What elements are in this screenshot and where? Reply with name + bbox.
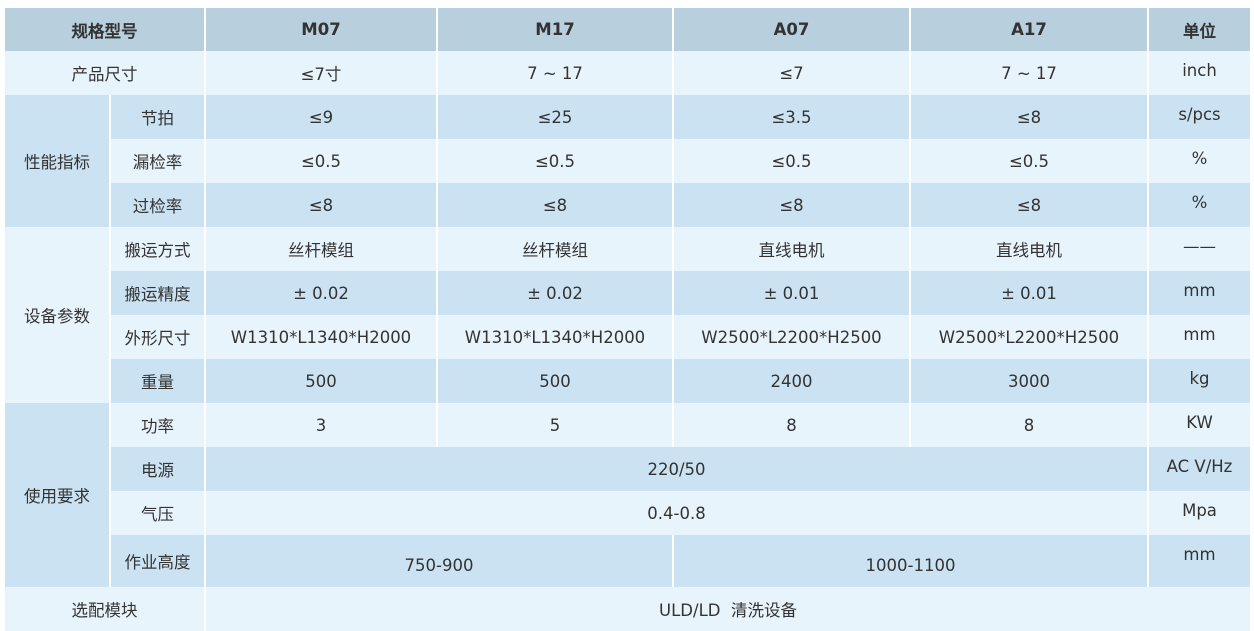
cell: ULD/LD 清洗设备 bbox=[659, 601, 797, 620]
table-row: 作业高度 750-900 1000-1100 mm bbox=[5, 535, 1250, 587]
cell: 丝杆模组 bbox=[205, 227, 438, 271]
cell: 丝杆模组 bbox=[437, 227, 674, 271]
cell: 500 bbox=[205, 359, 438, 403]
row-label: 电源 bbox=[110, 447, 206, 491]
cell: 8 bbox=[910, 403, 1149, 447]
cell: ≤25 bbox=[437, 95, 674, 139]
cell: 220/50 bbox=[205, 447, 1149, 491]
unit-cell: mm bbox=[1183, 281, 1216, 300]
table-row: 过检率 ≤8 ≤8 ≤8 ≤8 % bbox=[5, 183, 1250, 227]
unit-cell: Mpa bbox=[1182, 501, 1217, 520]
table-row: 产品尺寸 ≤7寸 7 ~ 17 ≤7 7 ~ 17 inch bbox=[5, 51, 1250, 95]
table-row: 设备参数 搬运方式 丝杆模组 丝杆模组 直线电机 直线电机 —— bbox=[5, 227, 1250, 403]
table-row: 气压 0.4-0.8 Mpa bbox=[5, 491, 1250, 535]
table-row: 性能指标 节拍 ≤9 ≤25 ≤3.5 ≤8 s/pcs bbox=[5, 95, 1250, 227]
header-unit: 单位 bbox=[1148, 8, 1250, 51]
cell: ≤0.5 bbox=[910, 139, 1149, 183]
cell: W1310*L1340*H2000 bbox=[437, 315, 674, 359]
cell: ± 0.01 bbox=[673, 271, 911, 315]
header-col: A07 bbox=[673, 8, 911, 51]
unit-cell: KW bbox=[1186, 413, 1213, 432]
cell: 3 bbox=[205, 403, 438, 447]
table-row: 搬运精度 ± 0.02 ± 0.02 ± 0.01 ± 0.01 mm bbox=[5, 271, 1250, 315]
table-row: 重量 500 500 2400 3000 kg bbox=[5, 359, 1250, 403]
cell: W2500*L2200*H2500 bbox=[673, 315, 911, 359]
table-row: 使用要求 功率 3 5 8 8 KW bbox=[5, 403, 1250, 587]
cell: ± 0.01 bbox=[910, 271, 1149, 315]
cell: 0.4-0.8 bbox=[205, 491, 1149, 535]
category-label: 使用要求 bbox=[5, 403, 111, 587]
cell: 2400 bbox=[673, 359, 911, 403]
cell: 8 bbox=[673, 403, 911, 447]
cell: 1000-1100 bbox=[673, 535, 1149, 587]
cell: 750-900 bbox=[205, 535, 674, 587]
row-label: 重量 bbox=[110, 359, 206, 403]
header-col: A17 bbox=[910, 8, 1149, 51]
unit-cell: inch bbox=[1182, 61, 1217, 80]
cell: 直线电机 bbox=[910, 227, 1149, 271]
table-row: 外形尺寸 W1310*L1340*H2000 W1310*L1340*H2000… bbox=[5, 315, 1250, 359]
cell: ≤7寸 bbox=[205, 51, 438, 95]
unit-cell: s/pcs bbox=[1178, 105, 1221, 124]
row-label: 选配模块 bbox=[5, 587, 206, 631]
cell: ≤3.5 bbox=[673, 95, 911, 139]
header-col: M07 bbox=[205, 8, 438, 51]
unit-cell: mm bbox=[1183, 325, 1216, 344]
cell: W2500*L2200*H2500 bbox=[910, 315, 1149, 359]
cell: ≤0.5 bbox=[437, 139, 674, 183]
cell: ≤8 bbox=[437, 183, 674, 227]
cell: ≤7 bbox=[673, 51, 911, 95]
cell: W1310*L1340*H2000 bbox=[205, 315, 438, 359]
category-label: 设备参数 bbox=[5, 227, 111, 403]
spec-table: 规格型号 M07 M17 A07 A17 单位 产品尺寸 ≤7寸 7 ~ 17 … bbox=[5, 8, 1250, 631]
table-row: 漏检率 ≤0.5 ≤0.5 ≤0.5 ≤0.5 % bbox=[5, 139, 1250, 183]
cell: 500 bbox=[437, 359, 674, 403]
unit-cell: % bbox=[1191, 149, 1208, 168]
row-label: 节拍 bbox=[110, 95, 206, 139]
unit-cell: % bbox=[1191, 193, 1208, 212]
cell: ≤8 bbox=[910, 183, 1149, 227]
unit-cell: AC V/Hz bbox=[1166, 457, 1233, 476]
cell: 7 ~ 17 bbox=[910, 51, 1149, 95]
cell: 5 bbox=[437, 403, 674, 447]
unit-cell: kg bbox=[1189, 369, 1210, 388]
cell: 直线电机 bbox=[673, 227, 911, 271]
row-label: 过检率 bbox=[110, 183, 206, 227]
header-row: 规格型号 M07 M17 A07 A17 单位 bbox=[5, 8, 1250, 51]
category-label: 性能指标 bbox=[5, 95, 111, 227]
cell: 3000 bbox=[910, 359, 1149, 403]
cell: ± 0.02 bbox=[437, 271, 674, 315]
row-label: 作业高度 bbox=[110, 535, 206, 587]
cell: ≤0.5 bbox=[205, 139, 438, 183]
row-label: 产品尺寸 bbox=[5, 51, 206, 95]
cell: 7 ~ 17 bbox=[437, 51, 674, 95]
row-label: 搬运方式 bbox=[110, 227, 206, 271]
cell: ± 0.02 bbox=[205, 271, 438, 315]
header-col: M17 bbox=[437, 8, 674, 51]
header-model: 规格型号 bbox=[5, 8, 206, 51]
row-label: 搬运精度 bbox=[110, 271, 206, 315]
row-label: 功率 bbox=[110, 403, 206, 447]
row-label: 漏检率 bbox=[110, 139, 206, 183]
cell: ≤8 bbox=[205, 183, 438, 227]
cell: ≤8 bbox=[910, 95, 1149, 139]
cell: ≤8 bbox=[673, 183, 911, 227]
table-row: 选配模块 ULD/LD 清洗设备 bbox=[5, 587, 1250, 631]
table-row: 电源 220/50 AC V/Hz bbox=[5, 447, 1250, 491]
row-label: 气压 bbox=[110, 491, 206, 535]
unit-cell: —— bbox=[1183, 237, 1216, 256]
cell: ≤0.5 bbox=[673, 139, 911, 183]
cell: ≤9 bbox=[205, 95, 438, 139]
row-label: 外形尺寸 bbox=[110, 315, 206, 359]
unit-cell: mm bbox=[1183, 545, 1216, 564]
